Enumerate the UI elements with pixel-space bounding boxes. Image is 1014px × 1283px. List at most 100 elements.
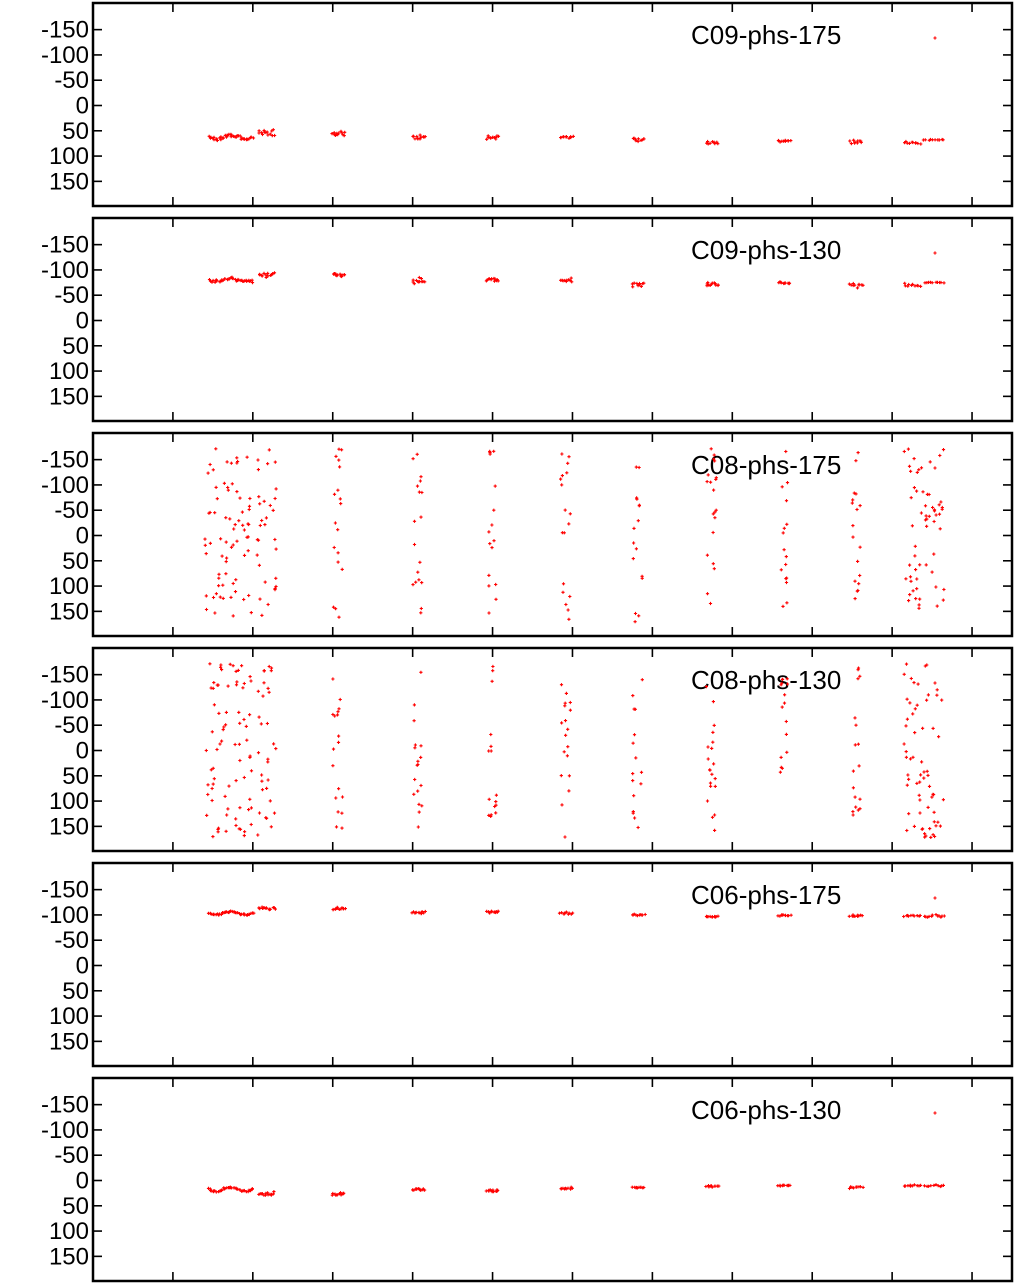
data-point: [248, 496, 252, 501]
data-point: [248, 713, 252, 717]
data-point: [333, 1192, 337, 1196]
data-point: [336, 810, 340, 814]
y-tick-label: -50: [54, 927, 89, 954]
data-point: [936, 820, 940, 824]
data-point: [234, 779, 238, 783]
data-point: [560, 911, 564, 915]
data-point: [492, 279, 497, 283]
data-point: [204, 594, 208, 598]
data-point: [916, 141, 920, 146]
data-point: [636, 139, 640, 144]
data-point: [921, 490, 925, 494]
data-point: [856, 808, 860, 812]
data-point: [414, 580, 418, 584]
data-point: [214, 592, 218, 596]
data-series: [206, 905, 946, 919]
data-point: [262, 499, 266, 503]
data-point: [419, 475, 423, 479]
data-point: [487, 813, 491, 817]
data-point: [938, 527, 942, 531]
data-point: [210, 798, 214, 803]
data-point: [490, 679, 494, 683]
data-point: [571, 134, 575, 138]
data-point: [919, 466, 924, 470]
data-point: [242, 913, 246, 917]
data-point: [249, 769, 254, 773]
data-point: [706, 473, 710, 477]
data-point: [908, 701, 912, 705]
data-point: [637, 614, 641, 618]
data-point: [242, 528, 246, 532]
data-point: [338, 465, 342, 469]
data-point: [931, 726, 935, 730]
data-point: [266, 778, 270, 782]
data-point: [234, 135, 238, 139]
data-point: [636, 137, 640, 141]
data-point: [564, 691, 568, 695]
data-point: [419, 755, 423, 759]
data-point: [633, 611, 638, 616]
data-point: [274, 576, 278, 580]
data-point: [241, 686, 245, 690]
data-point: [221, 596, 225, 600]
data-point: [242, 553, 247, 557]
data-point: [847, 914, 851, 918]
data-point: [567, 774, 571, 778]
data-point: [922, 770, 926, 774]
data-point: [713, 459, 717, 463]
data-point: [222, 481, 226, 485]
data-point: [571, 911, 575, 915]
data-point: [492, 449, 496, 453]
data-point: [858, 674, 862, 678]
data-point: [273, 133, 277, 138]
data-point: [938, 453, 942, 458]
data-point: [334, 796, 338, 800]
data-point: [934, 824, 938, 828]
data-point: [937, 138, 941, 142]
data-point: [786, 914, 790, 918]
data-point: [785, 682, 790, 686]
data-point: [414, 910, 418, 914]
data-point: [782, 548, 786, 552]
data-point: [780, 705, 784, 709]
data-point: [331, 712, 335, 717]
data-point: [567, 911, 571, 915]
data-point: [904, 577, 908, 581]
data-point: [331, 1191, 335, 1196]
data-point: [419, 606, 423, 611]
data-point: [238, 827, 243, 831]
y-tick-label: -150: [41, 662, 89, 689]
data-point: [779, 755, 783, 759]
data-point: [245, 535, 249, 539]
data-point: [912, 681, 916, 685]
y-tick-label: 150: [49, 1243, 89, 1270]
data-point: [260, 274, 264, 278]
data-point: [937, 503, 941, 507]
data-point: [238, 1188, 242, 1192]
data-point: [643, 912, 647, 917]
data-point: [419, 515, 423, 519]
y-tick-label: 100: [49, 573, 89, 600]
data-point: [918, 597, 922, 601]
data-point: [857, 582, 861, 586]
data-point: [910, 1184, 914, 1188]
data-point: [939, 500, 943, 504]
data-point: [488, 452, 492, 456]
data-point: [856, 588, 860, 593]
data-point: [235, 680, 239, 684]
data-point: [334, 133, 338, 137]
data-point: [256, 833, 260, 837]
data-point: [238, 134, 242, 138]
data-point: [417, 810, 421, 814]
data-point: [906, 773, 910, 777]
y-tick-label: 150: [49, 598, 89, 625]
data-point: [936, 1184, 940, 1188]
y-tick-label: 50: [62, 1193, 89, 1220]
data-point: [851, 786, 855, 790]
data-point: [217, 711, 221, 715]
data-point: [922, 776, 926, 780]
data-point: [340, 448, 344, 452]
data-point: [633, 620, 637, 624]
data-point: [234, 683, 239, 687]
